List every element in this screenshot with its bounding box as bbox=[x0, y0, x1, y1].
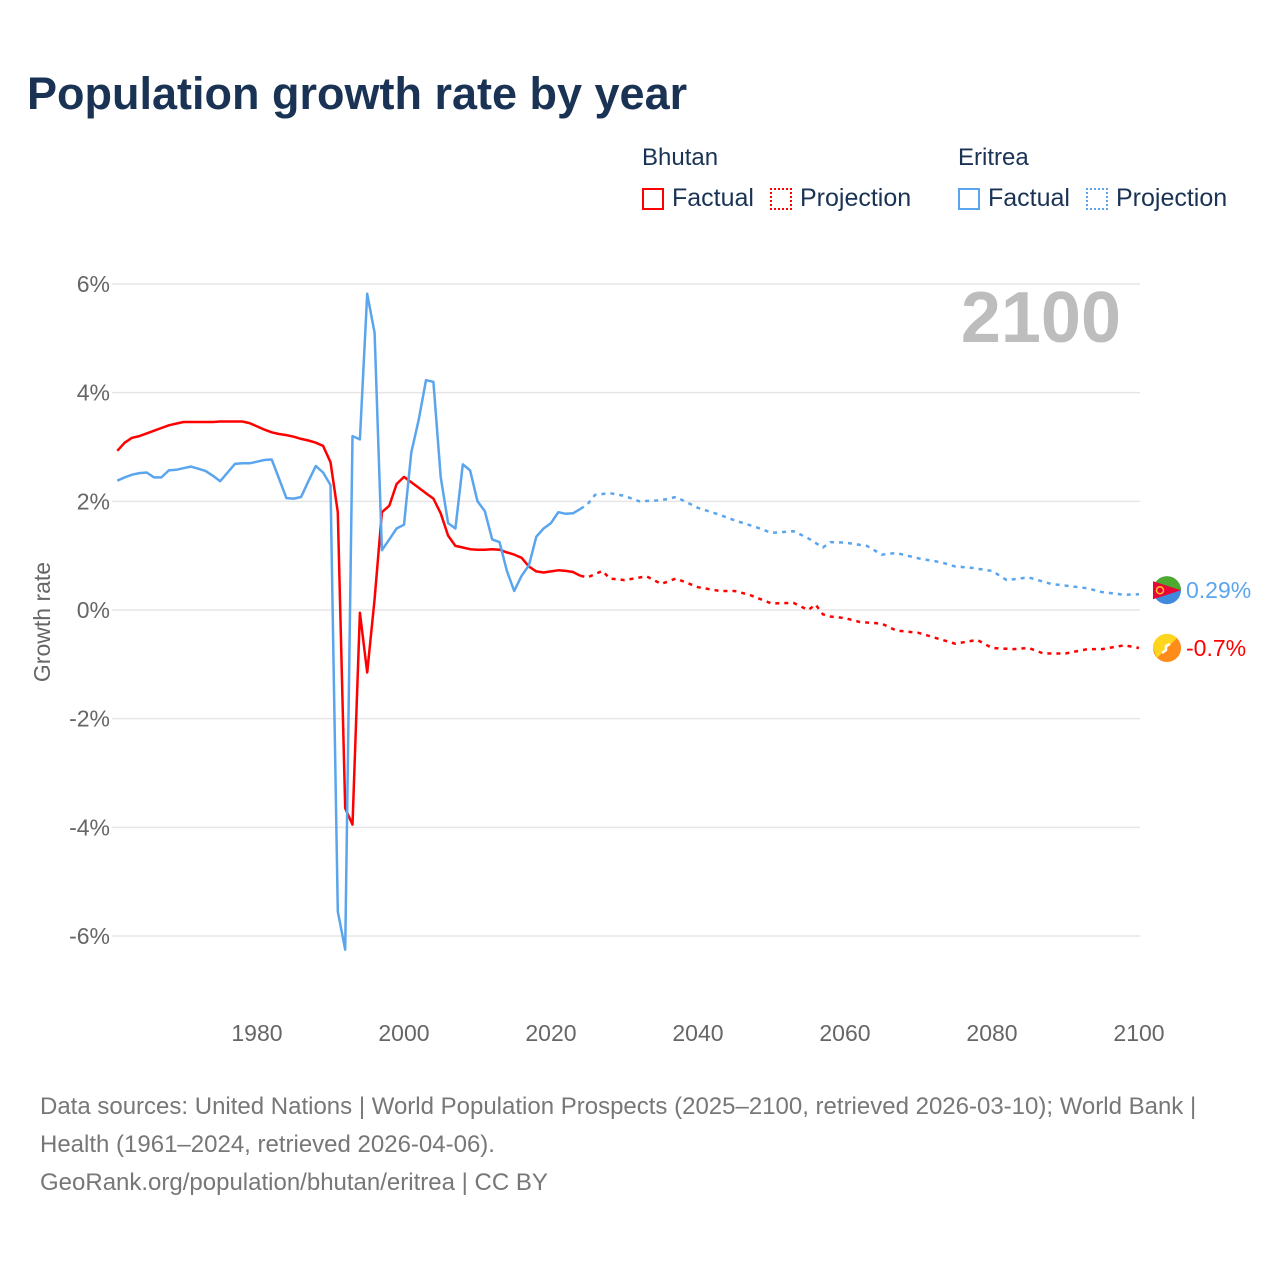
x-tick-label: 2060 bbox=[819, 1020, 870, 1046]
bhutan-flag-icon bbox=[1152, 633, 1181, 663]
eritrea-projection-line bbox=[579, 491, 1140, 597]
flag-dragon bbox=[1161, 642, 1171, 655]
legend-bhutan: Bhutan Factual Projection bbox=[642, 144, 927, 213]
y-tick-label: -2% bbox=[69, 706, 110, 732]
legend-eritrea: Eritrea Factual Projection bbox=[958, 144, 1243, 213]
x-tick-label: 2080 bbox=[966, 1020, 1017, 1046]
legend-group-title: Eritrea bbox=[958, 144, 1029, 171]
bhutan-projection-line bbox=[580, 569, 1140, 655]
eritrea-end-label: 0.29% bbox=[1186, 577, 1251, 603]
legend-swatch bbox=[958, 187, 980, 210]
legend-bhutan-factual[interactable]: Factual bbox=[642, 184, 754, 213]
legend-swatch bbox=[769, 187, 792, 210]
legend-group-title: Bhutan bbox=[642, 144, 719, 171]
legend-eritrea-factual[interactable]: Factual bbox=[958, 184, 1070, 213]
legend-swatch bbox=[642, 187, 664, 210]
x-tick-label: 1980 bbox=[231, 1020, 282, 1046]
year-label: 2100 bbox=[961, 278, 1121, 358]
data-sources: Data sources: United Nations | World Pop… bbox=[40, 1093, 1197, 1158]
y-tick-label: -6% bbox=[69, 923, 110, 949]
legend-bhutan-projection[interactable]: Projection bbox=[769, 184, 912, 213]
legend-swatch bbox=[1085, 187, 1108, 210]
x-tick-label: 2100 bbox=[1113, 1020, 1164, 1046]
flag-emblem bbox=[1155, 585, 1165, 595]
y-tick-label: 2% bbox=[77, 488, 110, 514]
legend-eritrea-projection[interactable]: Projection bbox=[1085, 184, 1228, 213]
footer: Data sources: United Nations | World Pop… bbox=[40, 1088, 1240, 1202]
y-axis-label: Growth rate bbox=[29, 562, 55, 682]
legend-label: Projection bbox=[1115, 184, 1228, 212]
bhutan-factual-line bbox=[116, 420, 581, 826]
source-link[interactable]: GeoRank.org/population/bhutan/eritrea | … bbox=[40, 1169, 548, 1196]
y-tick-label: 0% bbox=[77, 597, 110, 623]
chart-title: Population growth rate by year bbox=[27, 68, 688, 119]
x-tick-label: 2000 bbox=[378, 1020, 429, 1046]
legend-label: Factual bbox=[988, 184, 1070, 212]
x-tick-label: 2040 bbox=[672, 1020, 723, 1046]
flag-red bbox=[1153, 581, 1181, 600]
y-tick-label: -4% bbox=[69, 814, 110, 840]
eritrea-flag-icon bbox=[1153, 576, 1181, 605]
y-tick-label: 6% bbox=[77, 271, 110, 297]
y-tick-label: 4% bbox=[77, 380, 110, 406]
bhutan-end-label: -0.7% bbox=[1186, 635, 1246, 661]
legend-label: Projection bbox=[799, 184, 912, 212]
legend-label: Factual bbox=[672, 184, 754, 212]
x-tick-label: 2020 bbox=[525, 1020, 576, 1046]
eritrea-factual-line bbox=[116, 292, 582, 951]
